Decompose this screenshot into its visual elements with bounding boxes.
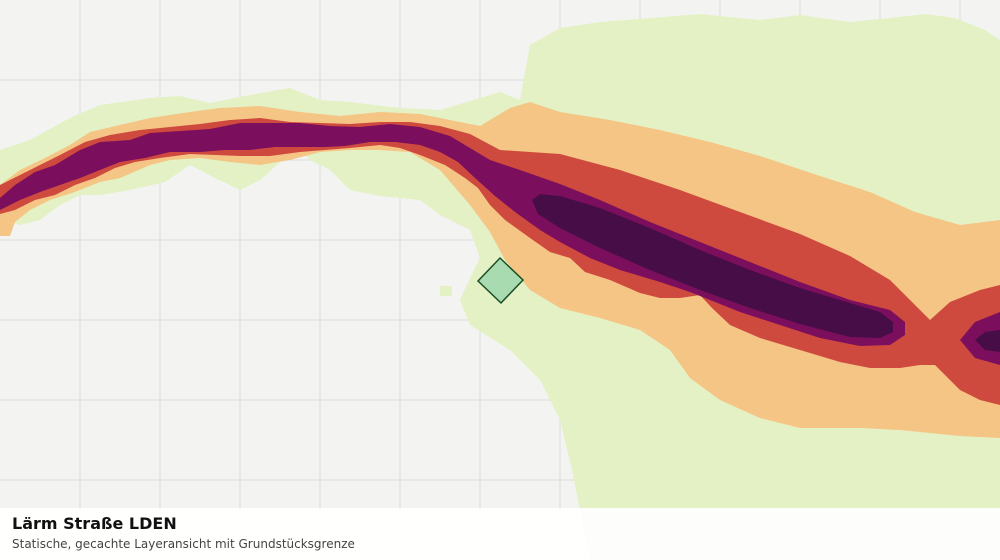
layer-caption: Lärm Straße LDEN Statische, gecachte Lay… — [0, 508, 1000, 560]
noise-band-5 — [532, 194, 1000, 352]
parcel-boundary[interactable] — [476, 256, 525, 305]
layer-subtitle: Statische, gecachte Layeransicht mit Gru… — [12, 537, 355, 551]
noise-band-2 — [0, 102, 1000, 438]
layer-title: Lärm Straße LDEN — [12, 514, 177, 533]
noise-band-3 — [0, 118, 1000, 405]
